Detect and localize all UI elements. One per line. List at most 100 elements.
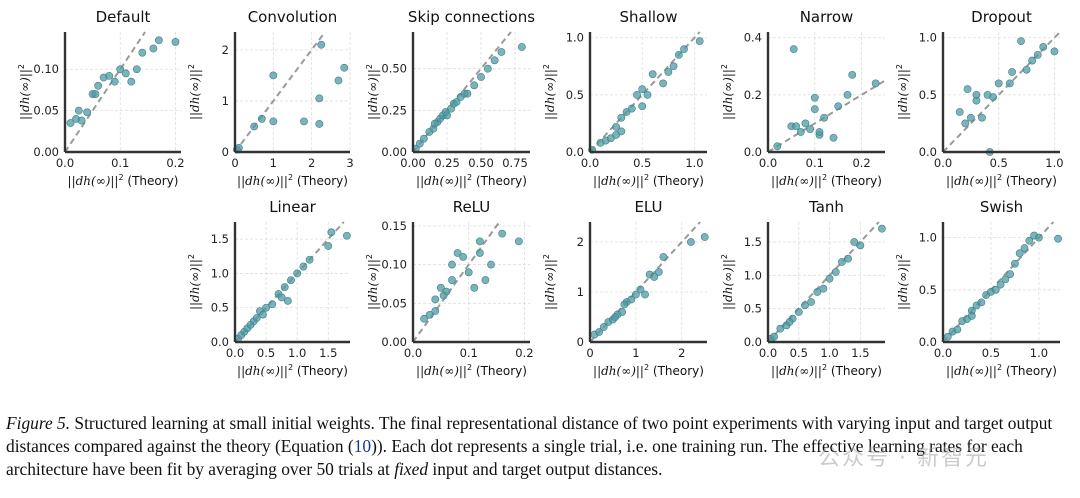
relu-ytick-label: 0.15 bbox=[381, 219, 407, 233]
default-point bbox=[132, 65, 141, 74]
skip-connections-point bbox=[477, 73, 485, 81]
shallow-point bbox=[617, 113, 626, 122]
swish-point bbox=[991, 285, 1000, 294]
linear-ytick-label: 0.0 bbox=[211, 335, 229, 349]
dropout-y-axis-label: ||dh(∞)||2 bbox=[895, 64, 910, 120]
relu-diagonal-line bbox=[412, 221, 501, 343]
skip-connections-point bbox=[517, 43, 526, 51]
linear-xtick-label: 1.0 bbox=[288, 346, 306, 360]
relu-xtick-label: 0.1 bbox=[460, 346, 478, 360]
relu-point bbox=[514, 237, 523, 246]
elu-point bbox=[654, 268, 663, 276]
convolution-title: Convolution bbox=[248, 8, 338, 26]
caption-figure-label: Figure 5. bbox=[6, 413, 71, 433]
relu-point bbox=[425, 311, 434, 319]
skip-connections-point bbox=[463, 89, 472, 98]
linear-point bbox=[299, 262, 308, 271]
dropout-point bbox=[1005, 79, 1014, 88]
swish-point bbox=[1015, 249, 1024, 258]
default-point bbox=[155, 36, 163, 45]
tanh-ytick-label: 0.5 bbox=[744, 302, 762, 316]
linear-point bbox=[287, 276, 295, 285]
dropout-xtick-label: 0.0 bbox=[934, 156, 952, 170]
relu-point bbox=[475, 249, 484, 257]
swish-x-axis-label: ||dh(∞)||2 (Theory) bbox=[946, 363, 1057, 378]
caption-text-part3: input and target output distances. bbox=[428, 459, 663, 479]
swish-point bbox=[1011, 259, 1019, 268]
elu-point bbox=[700, 233, 709, 241]
shallow-x-axis-label: ||dh(∞)||2 (Theory) bbox=[593, 173, 704, 188]
skip-connections-ytick-label: 0.00 bbox=[381, 145, 407, 159]
linear-ytick-label: 1.0 bbox=[211, 266, 229, 280]
swish-point bbox=[1025, 236, 1034, 245]
convolution-xtick-label: 3 bbox=[346, 156, 353, 170]
swish-ytick-label: 0.0 bbox=[919, 335, 937, 349]
linear-point bbox=[293, 269, 302, 278]
narrow-point bbox=[829, 133, 838, 142]
relu-point bbox=[498, 229, 507, 238]
default-point bbox=[91, 90, 100, 98]
default-xtick-label: 0.0 bbox=[56, 156, 74, 170]
convolution-point bbox=[315, 94, 324, 103]
linear-point bbox=[305, 255, 314, 264]
relu-point bbox=[459, 252, 468, 261]
default-point bbox=[116, 65, 125, 74]
default-xtick-label: 0.1 bbox=[111, 156, 129, 170]
narrow-xtick-label: 0.2 bbox=[852, 156, 870, 170]
linear-xtick-label: 1.5 bbox=[319, 346, 337, 360]
elu-point bbox=[636, 285, 645, 294]
narrow-point bbox=[806, 125, 815, 134]
default-point bbox=[121, 69, 130, 78]
tanh-point bbox=[837, 258, 846, 266]
swish-xtick-label: 0.0 bbox=[934, 346, 952, 360]
relu-point bbox=[448, 276, 456, 284]
narrow-point bbox=[810, 105, 819, 114]
skip-connections-y-axis-label: ||dh(∞)||2 bbox=[365, 64, 380, 120]
elu-point bbox=[631, 290, 640, 299]
skip-connections-point bbox=[430, 119, 439, 128]
relu-point bbox=[431, 295, 440, 304]
caption-equation-link[interactable]: 10 bbox=[353, 436, 372, 456]
convolution-point bbox=[317, 40, 326, 49]
convolution-point bbox=[340, 63, 349, 72]
shallow-xtick-label: 0.0 bbox=[581, 156, 599, 170]
elu-point bbox=[627, 295, 636, 304]
swish-point bbox=[1035, 233, 1043, 242]
linear-y-axis-label: ||dh(∞)||2 bbox=[187, 254, 202, 310]
convolution-diagonal-line bbox=[234, 31, 326, 153]
narrow-point bbox=[843, 90, 852, 99]
narrow-point bbox=[820, 113, 829, 122]
elu-y-axis-label: ||dh(∞)||2 bbox=[542, 254, 557, 310]
shallow-xtick-label: 1.0 bbox=[685, 156, 703, 170]
dropout-point bbox=[1008, 68, 1016, 76]
swish-title: Swish bbox=[980, 198, 1023, 216]
skip-connections-point bbox=[419, 134, 428, 143]
tanh-title: Tanh bbox=[808, 198, 844, 216]
dropout-ytick-label: 0.5 bbox=[919, 88, 937, 102]
relu-point bbox=[464, 268, 473, 277]
default-point bbox=[74, 106, 83, 115]
skip-connections-xtick-label: 0.75 bbox=[502, 156, 528, 170]
convolution-point bbox=[234, 144, 243, 152]
dropout-point bbox=[989, 93, 998, 102]
elu-title: ELU bbox=[634, 198, 662, 216]
dropout-point bbox=[972, 90, 981, 99]
narrow-point bbox=[848, 70, 857, 79]
narrow-diagonal-line bbox=[767, 79, 886, 153]
shallow-point bbox=[674, 50, 683, 59]
narrow-xtick-label: 0.1 bbox=[806, 156, 824, 170]
default-title: Default bbox=[96, 8, 151, 26]
swish-point bbox=[1001, 275, 1010, 284]
tanh-point bbox=[801, 301, 809, 310]
narrow-point bbox=[773, 142, 782, 151]
shallow-point bbox=[612, 122, 621, 131]
relu-point bbox=[487, 260, 495, 269]
tanh-ytick-label: 1.0 bbox=[744, 268, 762, 282]
default-point bbox=[77, 116, 86, 125]
skip-connections-xtick-label: 0.00 bbox=[400, 156, 426, 170]
tanh-point bbox=[825, 274, 834, 283]
dropout-x-axis-label: ||dh(∞)||2 (Theory) bbox=[946, 173, 1057, 188]
default-point bbox=[138, 48, 147, 57]
narrow-point bbox=[789, 45, 798, 54]
